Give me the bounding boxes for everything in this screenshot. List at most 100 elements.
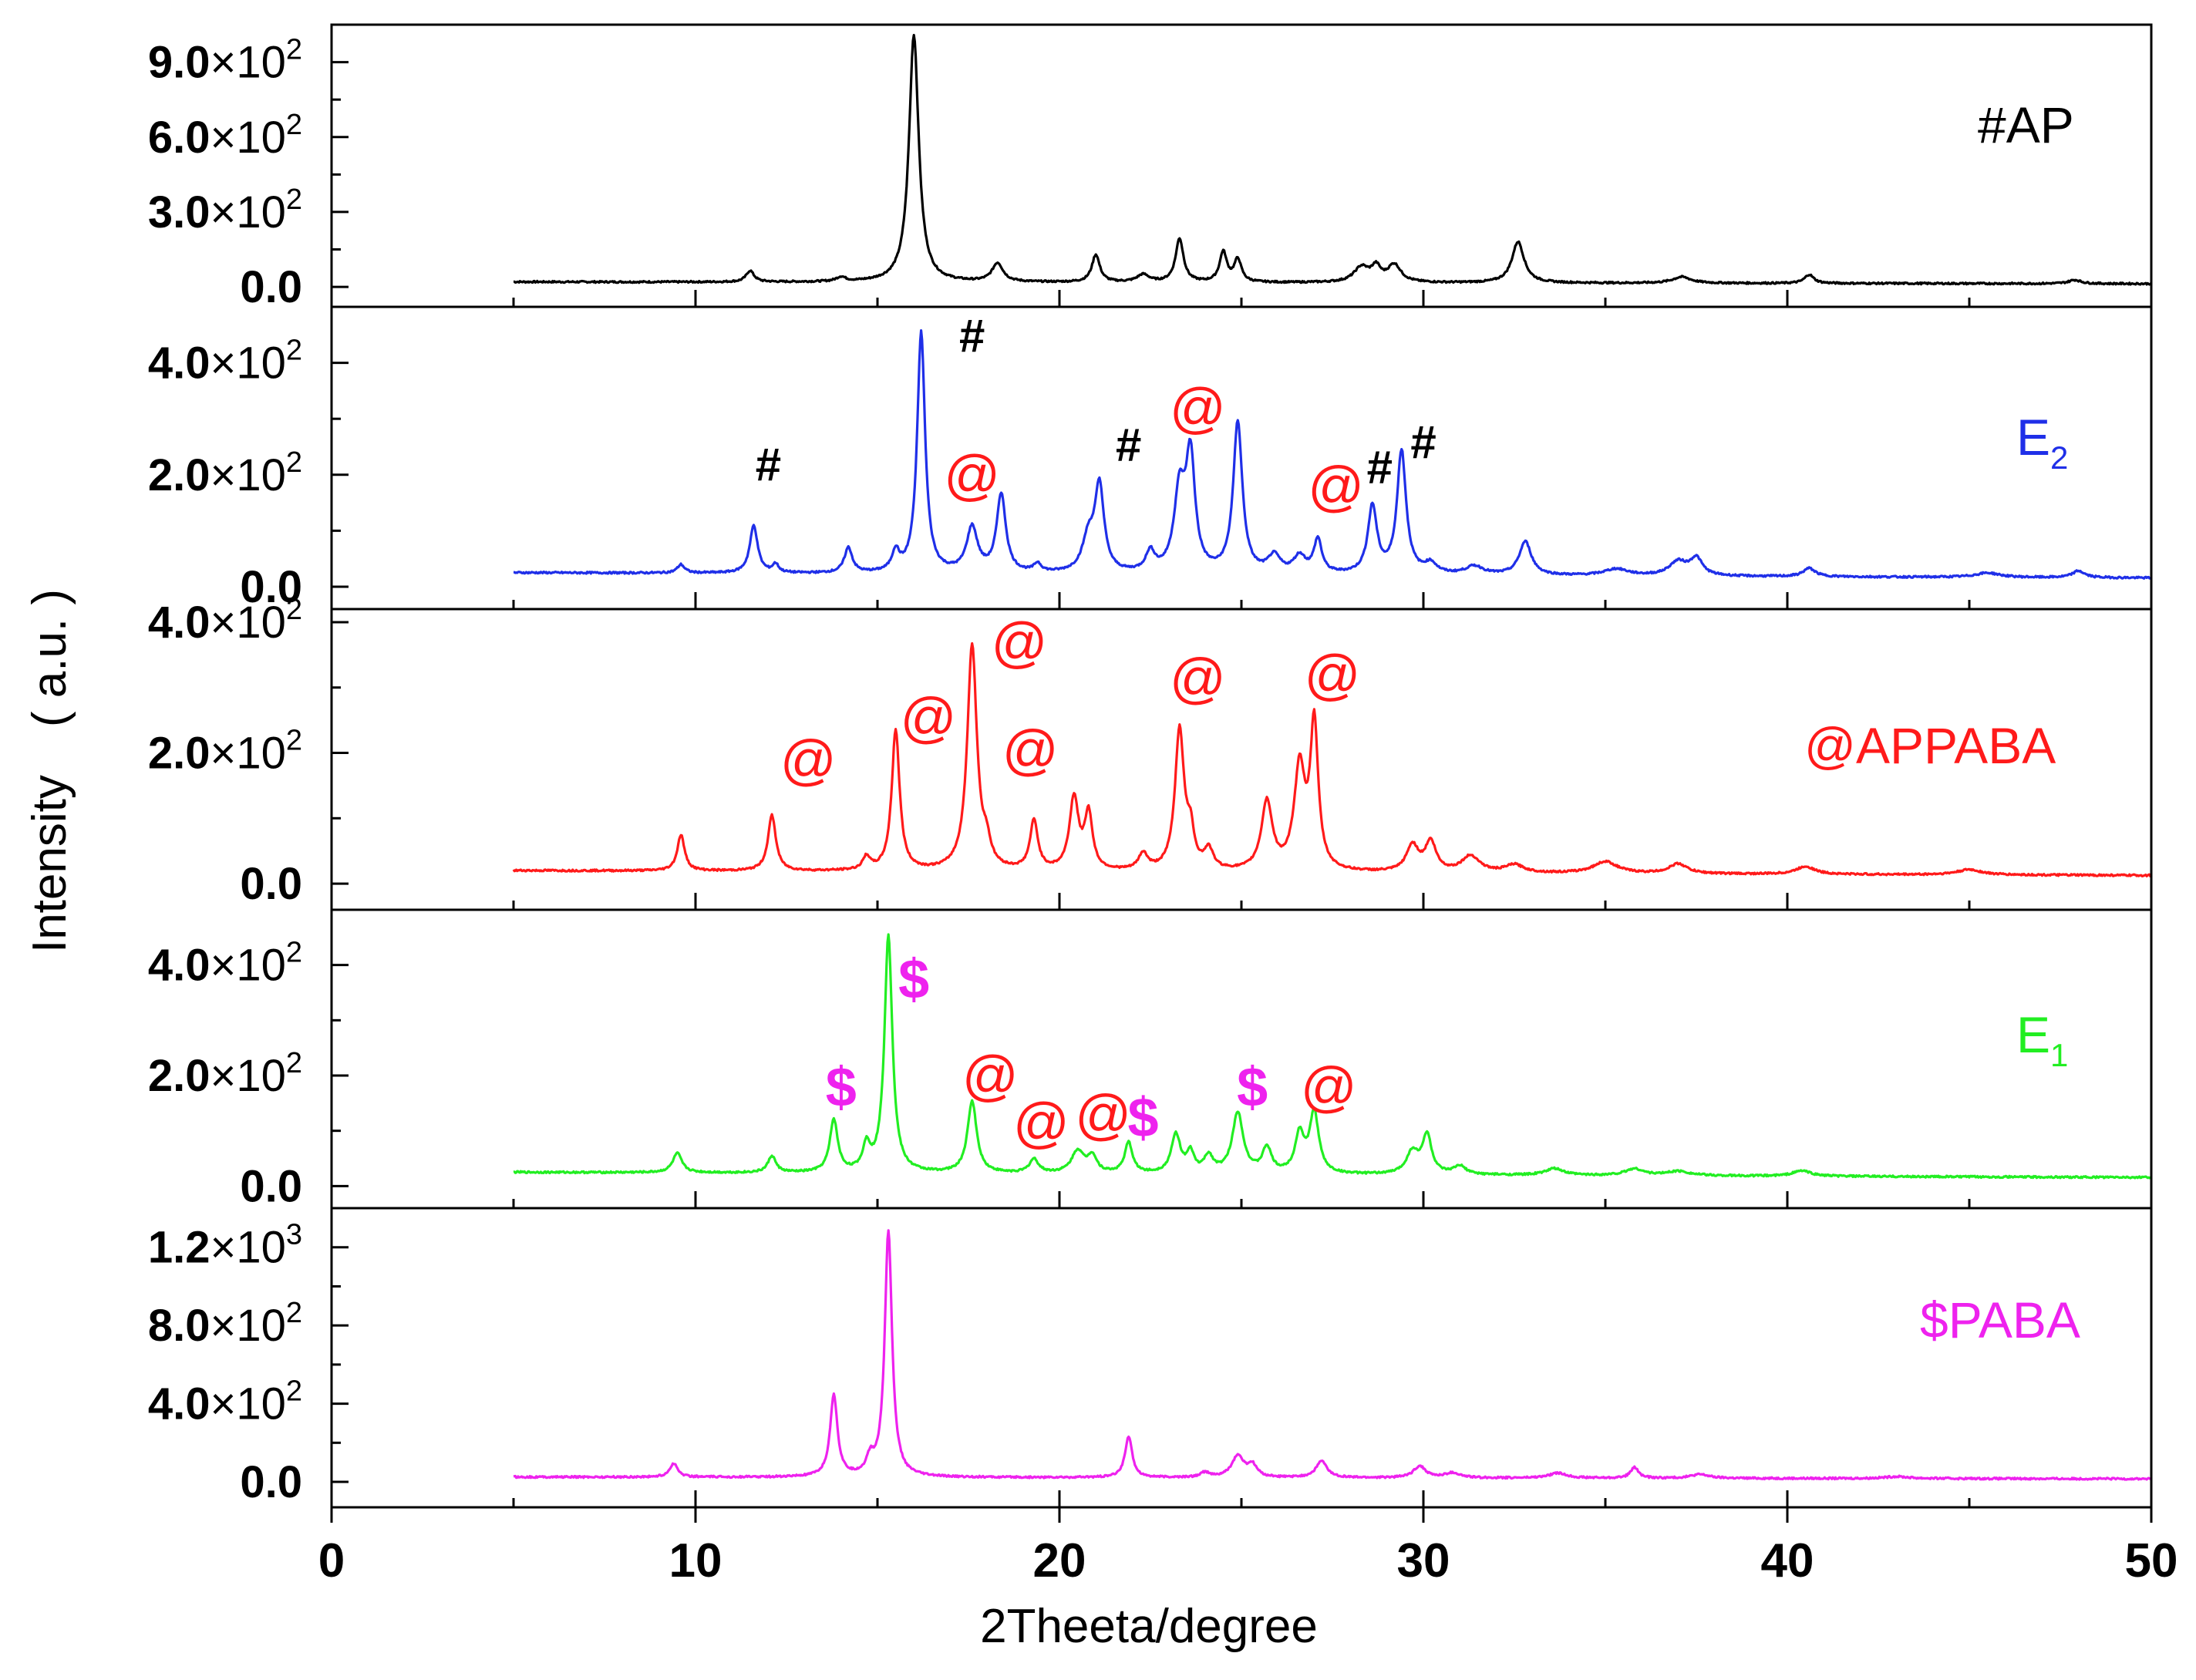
series-line-1 <box>513 33 2153 286</box>
y-tick-mantissa: 4.0 <box>148 1379 211 1429</box>
y-axis-title: Intensity ( a.u. ) <box>23 589 76 953</box>
panel-1 <box>513 33 2153 286</box>
y-tick-exponent: 2 <box>286 109 302 141</box>
label-layer: 0.03.0×1026.0×1029.0×102#AP0.02.0×1024.0… <box>23 34 2177 1653</box>
y-tick-label: 0.0 <box>240 1457 302 1507</box>
legend-2: E2 <box>2016 409 2068 476</box>
peak-marker-4-3: @ <box>1013 1093 1069 1154</box>
panel-3 <box>512 641 2153 878</box>
y-tick-mantissa: 0.0 <box>240 1161 302 1211</box>
peak-marker-2-2: # <box>959 310 985 362</box>
y-tick-label: 2.0×102 <box>148 1047 302 1101</box>
peak-marker-2-1: @ <box>944 445 1000 507</box>
peak-marker-3-1: @ <box>901 687 957 749</box>
axis-layer <box>330 23 2153 1523</box>
legend-subscript: 2 <box>2050 439 2068 476</box>
y-tick-label: 0.0 <box>240 1161 302 1211</box>
y-tick-label: 9.0×102 <box>148 34 302 88</box>
peak-marker-4-0: $ <box>826 1056 857 1118</box>
legend-subscript: 1 <box>2050 1037 2068 1073</box>
y-tick-label: 4.0×102 <box>148 937 302 991</box>
peak-marker-2-7: # <box>1410 416 1436 468</box>
y-tick-mantissa: 3.0 <box>148 187 211 237</box>
y-tick-mantissa: 8.0 <box>148 1301 211 1351</box>
legend-symbol: # <box>1978 96 2006 153</box>
legend-1: #AP <box>1978 96 2074 153</box>
y-tick-label: 0.0 <box>240 262 302 312</box>
legend-name: E <box>2016 1006 2050 1063</box>
x-tick-label-4: 40 <box>1761 1534 1814 1587</box>
legend-symbol: $ <box>1920 1291 1948 1348</box>
y-tick-exponent: 2 <box>286 446 302 479</box>
y-tick-exponent: 2 <box>286 1375 302 1408</box>
y-tick-label: 2.0×102 <box>148 446 302 500</box>
y-tick-mantissa: 2.0 <box>148 450 211 500</box>
y-tick-mantissa: 0.0 <box>240 859 302 909</box>
peak-marker-4-6: $ <box>1237 1056 1268 1118</box>
legend-name: AP <box>2006 96 2074 153</box>
peak-marker-3-4: @ <box>1170 648 1226 709</box>
peak-marker-3-0: @ <box>780 729 837 791</box>
y-tick-mantissa: 0.0 <box>240 562 302 612</box>
y-tick-mantissa: 1.2 <box>148 1223 211 1273</box>
x-tick-label-1: 10 <box>669 1534 722 1587</box>
y-tick-exponent: 2 <box>286 1047 302 1079</box>
peak-marker-4-4: @ <box>1075 1084 1131 1146</box>
panel-5 <box>513 1229 2152 1481</box>
x-tick-label-2: 20 <box>1033 1534 1086 1587</box>
y-tick-exponent: 2 <box>286 937 302 969</box>
peak-marker-3-3: @ <box>1002 720 1059 782</box>
y-tick-mantissa: 4.0 <box>148 338 211 389</box>
peak-marker-4-1: $ <box>898 949 929 1011</box>
series-line-3 <box>512 641 2153 878</box>
peak-marker-2-6: # <box>1367 442 1393 493</box>
y-tick-exponent: 2 <box>286 725 302 757</box>
x-axis-title: 2Theeta/degree <box>980 1600 1318 1653</box>
legend-name: PABA <box>1948 1291 2080 1348</box>
panel-2 <box>513 329 2152 580</box>
y-tick-mantissa: 0.0 <box>240 262 302 312</box>
panel-4 <box>513 933 2152 1180</box>
x-tick-label-5: 50 <box>2125 1534 2178 1587</box>
y-tick-mantissa: 2.0 <box>148 729 211 779</box>
peak-marker-2-3: # <box>1116 419 1141 471</box>
y-tick-exponent: 2 <box>286 1297 302 1329</box>
x-tick-label-3: 30 <box>1397 1534 1450 1587</box>
series-line-5 <box>513 1229 2152 1481</box>
y-tick-label: 0.0 <box>240 859 302 909</box>
peak-marker-4-2: @ <box>962 1045 1019 1107</box>
y-tick-label: 1.2×103 <box>148 1219 302 1273</box>
legend-name: APPABA <box>1856 717 2056 774</box>
y-tick-exponent: 2 <box>286 335 302 367</box>
y-tick-exponent: 2 <box>286 594 302 626</box>
y-tick-mantissa: 4.0 <box>148 598 211 648</box>
legend-symbol: @ <box>1804 717 1856 774</box>
legend-5: $PABA <box>1920 1291 2080 1348</box>
series-line-2 <box>513 329 2152 580</box>
y-tick-exponent: 2 <box>286 183 302 216</box>
y-tick-exponent: 3 <box>286 1219 302 1251</box>
x-tick-label-0: 0 <box>318 1534 345 1587</box>
peak-marker-4-5: $ <box>1128 1087 1159 1149</box>
peak-marker-2-4: @ <box>1170 378 1226 439</box>
plot-layer <box>512 33 2153 1481</box>
y-tick-label: 3.0×102 <box>148 183 302 237</box>
peak-marker-4-7: @ <box>1301 1056 1357 1118</box>
y-tick-label: 6.0×102 <box>148 109 302 163</box>
panel-5-frame <box>330 1207 2153 1509</box>
y-tick-label: 4.0×102 <box>148 1375 302 1429</box>
legend-4: E1 <box>2016 1006 2068 1073</box>
y-tick-mantissa: 2.0 <box>148 1051 211 1101</box>
y-tick-label: 4.0×102 <box>148 335 302 389</box>
peak-marker-3-2: @ <box>992 612 1048 674</box>
y-tick-mantissa: 4.0 <box>148 941 211 991</box>
y-tick-label: 4.0×102 <box>148 594 302 648</box>
y-tick-label: 8.0×102 <box>148 1297 302 1351</box>
y-tick-label: 0.0 <box>240 562 302 612</box>
y-tick-label: 2.0×102 <box>148 725 302 779</box>
y-tick-exponent: 2 <box>286 34 302 66</box>
y-tick-mantissa: 0.0 <box>240 1457 302 1507</box>
peak-marker-2-0: # <box>756 439 781 490</box>
y-tick-mantissa: 6.0 <box>148 113 211 163</box>
